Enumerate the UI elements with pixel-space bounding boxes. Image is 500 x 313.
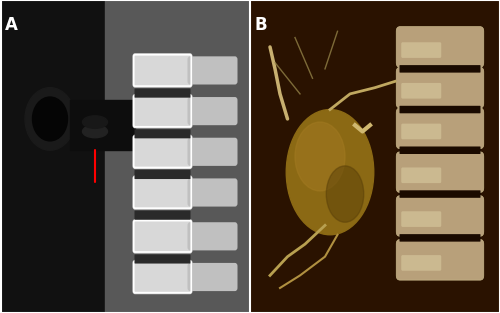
FancyBboxPatch shape [132, 135, 192, 169]
Circle shape [25, 88, 75, 150]
FancyBboxPatch shape [134, 211, 190, 220]
FancyBboxPatch shape [134, 129, 190, 138]
FancyBboxPatch shape [401, 211, 442, 227]
FancyBboxPatch shape [188, 222, 238, 250]
FancyBboxPatch shape [401, 124, 442, 139]
FancyBboxPatch shape [134, 170, 190, 179]
FancyBboxPatch shape [401, 255, 442, 271]
FancyBboxPatch shape [188, 56, 238, 85]
FancyBboxPatch shape [188, 138, 238, 166]
FancyBboxPatch shape [400, 234, 480, 242]
FancyBboxPatch shape [396, 152, 484, 192]
FancyBboxPatch shape [132, 53, 192, 88]
Ellipse shape [326, 166, 364, 222]
FancyBboxPatch shape [132, 175, 192, 210]
Polygon shape [70, 100, 135, 150]
FancyBboxPatch shape [401, 167, 442, 183]
Polygon shape [0, 0, 138, 313]
FancyBboxPatch shape [132, 219, 192, 254]
FancyBboxPatch shape [134, 254, 190, 264]
FancyBboxPatch shape [396, 196, 484, 236]
FancyBboxPatch shape [134, 89, 190, 98]
Ellipse shape [295, 122, 345, 191]
Polygon shape [250, 0, 500, 313]
Ellipse shape [82, 125, 108, 138]
FancyBboxPatch shape [132, 260, 192, 294]
FancyBboxPatch shape [400, 190, 480, 198]
Text: A: A [5, 16, 18, 34]
FancyBboxPatch shape [188, 263, 238, 291]
Ellipse shape [82, 116, 108, 128]
Ellipse shape [286, 110, 374, 235]
FancyBboxPatch shape [400, 65, 480, 73]
FancyBboxPatch shape [188, 178, 238, 207]
FancyBboxPatch shape [396, 108, 484, 149]
FancyBboxPatch shape [400, 146, 480, 154]
FancyBboxPatch shape [400, 106, 480, 113]
Circle shape [32, 97, 68, 141]
FancyBboxPatch shape [188, 97, 238, 125]
FancyBboxPatch shape [396, 27, 484, 67]
FancyBboxPatch shape [132, 94, 192, 128]
Polygon shape [105, 0, 250, 313]
FancyBboxPatch shape [396, 67, 484, 108]
FancyBboxPatch shape [401, 83, 442, 99]
Text: B: B [255, 16, 268, 34]
FancyBboxPatch shape [401, 42, 442, 58]
FancyBboxPatch shape [396, 239, 484, 280]
